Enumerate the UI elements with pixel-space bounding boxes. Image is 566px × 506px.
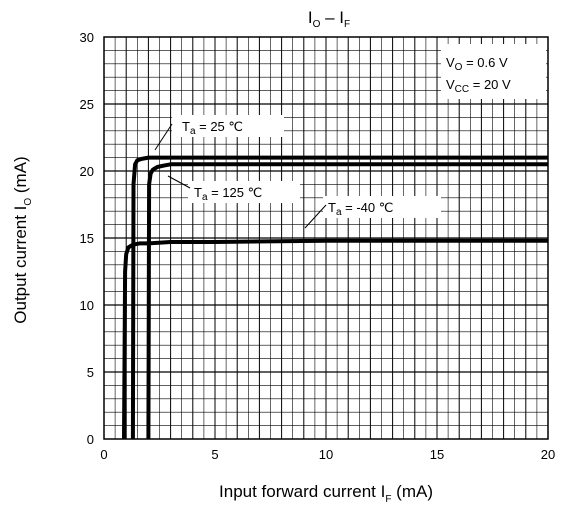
x-axis-label: Input forward current IF (mA) bbox=[219, 482, 433, 505]
condition-vcc: VCC = 20 V bbox=[446, 77, 511, 95]
annotation-ta-125: Ta = 125 ℃ bbox=[167, 175, 300, 203]
condition-vo: VO = 0.6 V bbox=[446, 55, 508, 73]
y-tick-label: 0 bbox=[87, 432, 94, 447]
series-annotations: Ta = 25 ℃ Ta = 125 ℃ Ta = -40 ℃ bbox=[154, 115, 441, 229]
chart-title: IO – IF bbox=[308, 8, 350, 30]
y-axis-label: Output current IO (mA) bbox=[11, 156, 34, 323]
x-tick-label: 20 bbox=[541, 447, 555, 462]
y-tick-label: 30 bbox=[80, 30, 94, 45]
annotation-ta-minus-40: Ta = -40 ℃ bbox=[304, 196, 441, 229]
series-line-1 bbox=[146, 162, 548, 440]
series-line-0 bbox=[130, 155, 548, 440]
series-line-2 bbox=[122, 238, 548, 440]
y-tick-label: 20 bbox=[80, 164, 94, 179]
series-lines bbox=[122, 155, 548, 440]
svg-text:Ta = 25 ℃: Ta = 25 ℃ bbox=[182, 119, 243, 137]
x-tick-label: 10 bbox=[319, 447, 333, 462]
plot-frame bbox=[103, 36, 549, 440]
y-tick-label: 5 bbox=[87, 365, 94, 380]
grid bbox=[104, 37, 548, 439]
svg-text:Ta = -40 ℃: Ta = -40 ℃ bbox=[328, 200, 393, 218]
x-tick-label: 5 bbox=[211, 447, 218, 462]
x-tick-label: 15 bbox=[430, 447, 444, 462]
annotation-ta-25: Ta = 25 ℃ bbox=[154, 115, 284, 151]
y-tick-label: 25 bbox=[80, 97, 94, 112]
x-tick-label: 0 bbox=[100, 447, 107, 462]
y-tick-label: 10 bbox=[80, 298, 94, 313]
tick-labels: 0 5 10 15 20 0 5 10 15 20 25 30 bbox=[80, 30, 556, 462]
y-tick-label: 15 bbox=[80, 231, 94, 246]
conditions-legend: VO = 0.6 V VCC = 20 V bbox=[441, 44, 546, 99]
svg-text:Ta = 125 ℃: Ta = 125 ℃ bbox=[194, 185, 262, 203]
